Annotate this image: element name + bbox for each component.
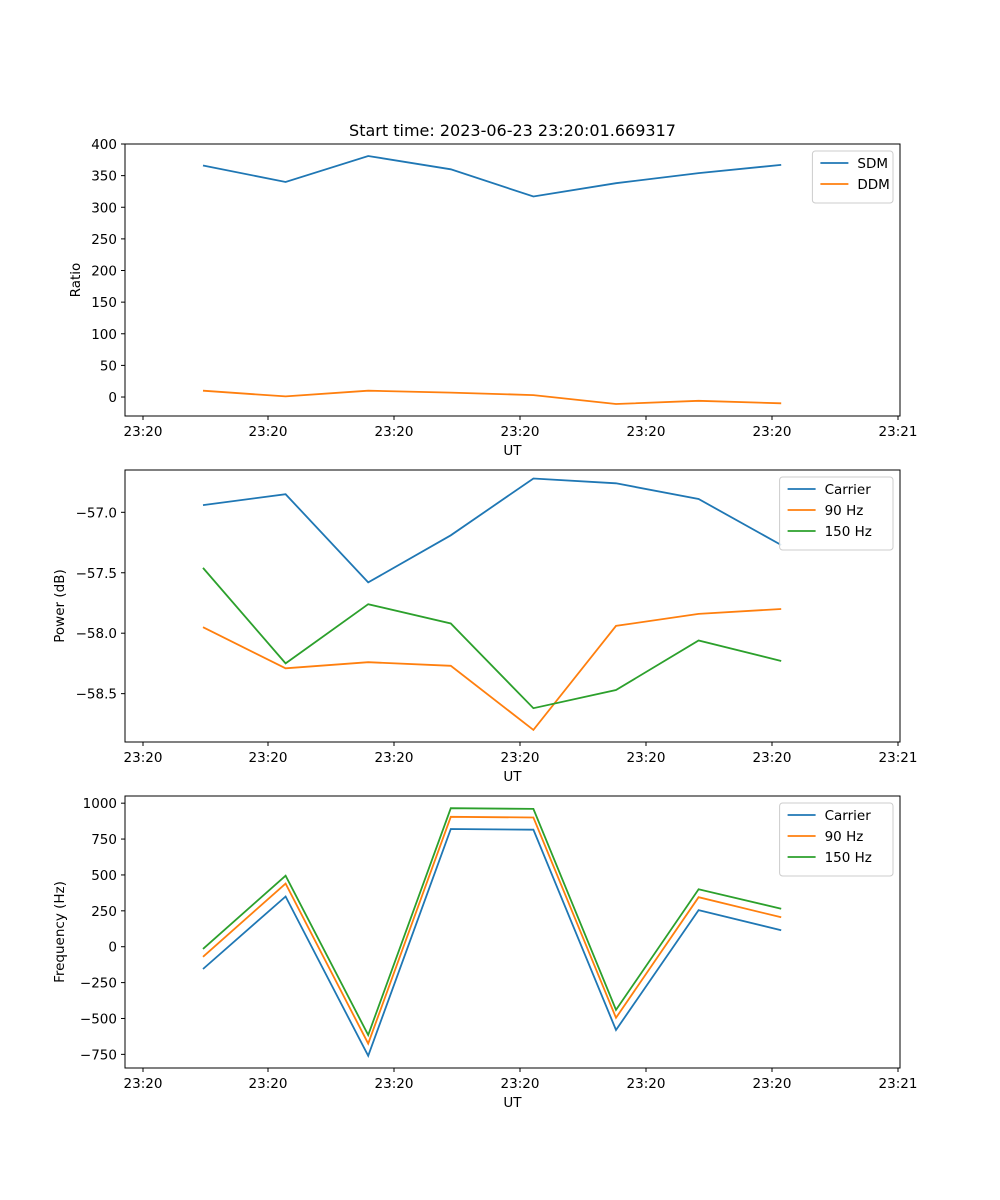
x-tick-label: 23:21 — [879, 750, 918, 766]
x-axis-label: UT — [503, 443, 522, 459]
legend-entry: 150 Hz — [825, 524, 872, 540]
legend-entry: Carrier — [825, 808, 872, 824]
y-tick-label: −250 — [80, 976, 117, 992]
y-tick-label: 300 — [91, 200, 117, 216]
x-tick-label: 23:20 — [501, 1076, 540, 1092]
x-tick-label: 23:20 — [249, 1076, 288, 1092]
series-line-150-hz — [202, 567, 782, 710]
y-tick-label: 200 — [91, 264, 117, 280]
y-tick-label: −58.0 — [76, 626, 117, 642]
x-axis-label: UT — [503, 769, 522, 785]
legend: SDM DDM — [811, 150, 894, 204]
y-tick-label: −500 — [80, 1011, 117, 1027]
x-tick-label: 23:20 — [627, 424, 666, 440]
y-tick-label: 0 — [108, 390, 117, 406]
axes-frame — [124, 143, 901, 417]
legend-entry: 90 Hz — [825, 829, 864, 845]
y-tick-label: 250 — [91, 232, 117, 248]
subplot-1: 23:20 23:20 23:20 23:20 23:20 23:20 23:21 0 50 10… — [68, 137, 917, 459]
x-tick-label: 23:20 — [124, 1076, 163, 1092]
x-tick-label: 23:20 — [124, 424, 163, 440]
legend-entry: 150 Hz — [825, 850, 872, 866]
chart-title: Start time: 2023-06-23 23:20:01.669317 — [349, 121, 676, 140]
subplot-3: 23:20 23:20 23:20 23:20 23:20 23:20 23:21 −750 −… — [52, 795, 918, 1111]
legend: Carrier 90 Hz 150 Hz — [779, 802, 894, 877]
legend-entry: 90 Hz — [825, 503, 864, 519]
legend: Carrier 90 Hz 150 Hz — [779, 476, 894, 551]
y-tick-label: 0 — [108, 940, 117, 956]
series-line-ddm — [202, 389, 782, 405]
y-tick-label: 50 — [100, 358, 117, 374]
y-tick-label: −57.0 — [76, 505, 117, 521]
x-tick-label: 23:20 — [627, 750, 666, 766]
x-tick-label: 23:20 — [124, 750, 163, 766]
y-axis-label: Ratio — [68, 263, 84, 298]
y-axis-label: Frequency (Hz) — [52, 881, 68, 983]
y-tick-label: 100 — [91, 327, 117, 343]
series-line-sdm — [202, 155, 782, 198]
legend-entry: Carrier — [825, 482, 872, 498]
y-axis-label: Power (dB) — [52, 569, 68, 642]
legend-entry: DDM — [857, 177, 889, 193]
x-tick-label: 23:21 — [879, 1076, 918, 1092]
axes-frame — [124, 795, 901, 1069]
y-tick-label: 1000 — [83, 796, 117, 812]
x-tick-label: 23:20 — [753, 1076, 792, 1092]
x-tick-label: 23:20 — [375, 1076, 414, 1092]
x-tick-label: 23:20 — [501, 424, 540, 440]
y-tick-label: 500 — [91, 868, 117, 884]
y-tick-label: 400 — [91, 137, 117, 153]
series-line-carrier — [202, 477, 782, 584]
y-tick-label: −57.5 — [76, 566, 117, 582]
y-tick-label: −58.5 — [76, 687, 117, 703]
x-tick-label: 23:21 — [879, 424, 918, 440]
series-line-150-hz — [202, 807, 782, 1038]
series-line-90-hz — [202, 815, 782, 1046]
x-tick-label: 23:20 — [375, 750, 414, 766]
y-tick-label: 150 — [91, 295, 117, 311]
axes-frame — [124, 469, 901, 743]
x-tick-label: 23:20 — [249, 750, 288, 766]
x-tick-label: 23:20 — [249, 424, 288, 440]
x-tick-label: 23:20 — [627, 1076, 666, 1092]
x-tick-label: 23:20 — [753, 750, 792, 766]
legend-box — [811, 150, 894, 204]
subplot-2: 23:20 23:20 23:20 23:20 23:20 23:20 23:21 −58.5… — [52, 469, 918, 785]
legend-entry: SDM — [857, 156, 888, 172]
x-tick-label: 23:20 — [501, 750, 540, 766]
y-tick-label: 250 — [91, 904, 117, 920]
x-tick-label: 23:20 — [375, 424, 414, 440]
y-tick-label: 750 — [91, 832, 117, 848]
y-tick-label: 350 — [91, 169, 117, 185]
series-line-90-hz — [202, 608, 782, 732]
x-tick-label: 23:20 — [753, 424, 792, 440]
series-line-carrier — [202, 828, 782, 1059]
y-tick-label: −750 — [80, 1047, 117, 1063]
x-axis-label: UT — [503, 1095, 522, 1111]
